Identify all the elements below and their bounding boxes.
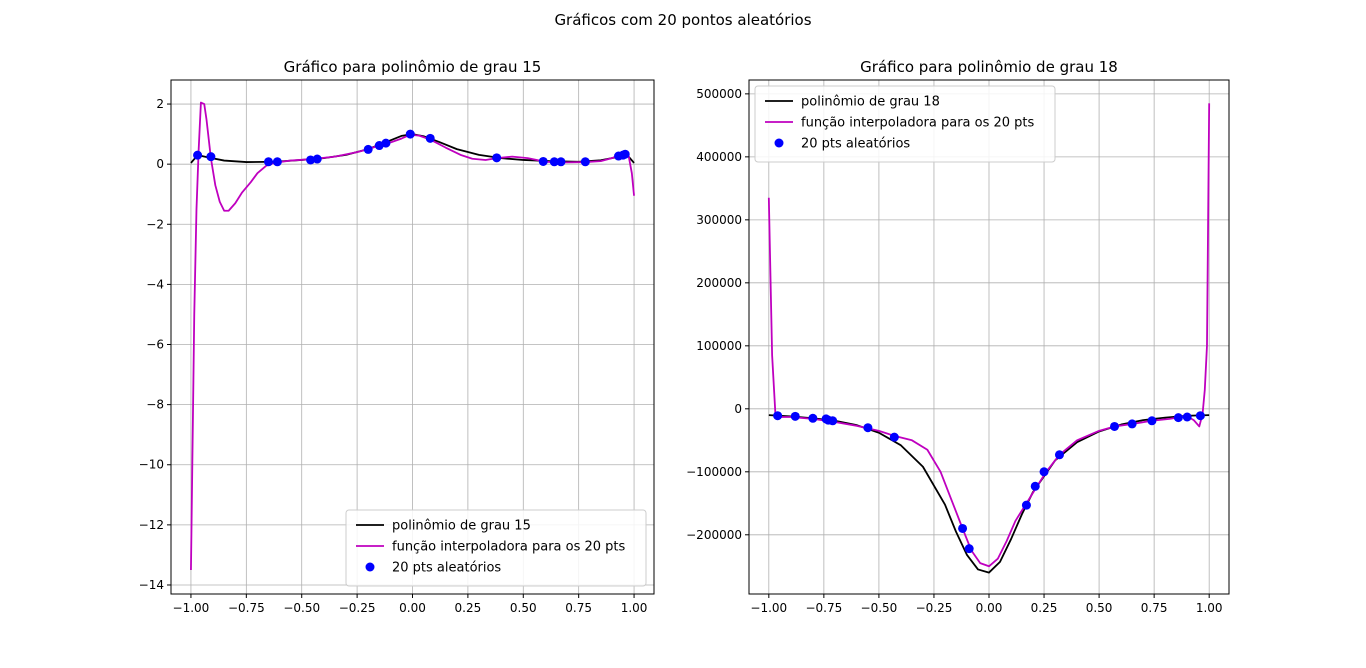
data-point: [808, 413, 818, 423]
data-point: [1110, 421, 1120, 431]
y-tick-label: −100000: [686, 465, 742, 479]
data-point: [425, 133, 435, 143]
y-tick-label: −200000: [686, 528, 742, 542]
data-point: [863, 423, 873, 433]
x-tick-label: 0.00: [976, 601, 1003, 615]
x-tick-label: −0.75: [228, 601, 265, 615]
y-tick-label: −8: [146, 398, 164, 412]
y-tick-label: −4: [146, 277, 164, 291]
data-point: [1195, 411, 1205, 421]
data-point: [1021, 500, 1031, 510]
y-tick-label: 400000: [696, 150, 742, 164]
y-tick-label: 500000: [696, 87, 742, 101]
legend: polinômio de grau 15 função interpoladora…: [345, 509, 647, 587]
legend-marker-swatch: [774, 138, 784, 148]
x-tick-label: 0.75: [565, 601, 592, 615]
y-tick-label: 100000: [696, 339, 742, 353]
legend: polinômio de grau 18 função interpoladora…: [754, 85, 1056, 163]
y-tick-label: −2: [146, 217, 164, 231]
chart-grau-18: −1.00 −0.75 −0.50 −0.25 0.00 0.25 0.50 0.75 1.00…: [686, 58, 1230, 615]
legend-label: 20 pts aleatórios: [801, 137, 910, 152]
y-tick-label: 2: [156, 97, 164, 111]
x-tick-label: 0.00: [399, 601, 426, 615]
data-point: [549, 157, 559, 167]
data-point: [405, 129, 415, 139]
data-point: [773, 411, 783, 421]
x-tick-label: −0.50: [283, 601, 320, 615]
x-tick-label: −1.00: [750, 601, 787, 615]
data-point: [1147, 416, 1157, 426]
data-point: [193, 150, 203, 160]
x-tick-label: 0.25: [1031, 601, 1058, 615]
x-tick-label: −0.25: [916, 601, 953, 615]
data-point: [206, 152, 216, 162]
data-point: [1054, 450, 1064, 460]
x-tick-label: 1.00: [1196, 601, 1223, 615]
data-point: [538, 156, 548, 166]
data-point: [1039, 467, 1049, 477]
data-point: [1127, 419, 1137, 429]
y-tick-label: 300000: [696, 213, 742, 227]
legend-label: polinômio de grau 18: [801, 95, 940, 110]
x-tick-label: −0.50: [861, 601, 898, 615]
x-tick-label: 1.00: [621, 601, 648, 615]
data-point: [580, 157, 590, 167]
y-tick-label: 200000: [696, 276, 742, 290]
x-tick-label: 0.50: [510, 601, 537, 615]
data-point: [1030, 481, 1040, 491]
legend-label: função interpoladora para os 20 pts: [801, 116, 1035, 131]
data-point: [964, 544, 974, 554]
x-tick-label: −1.00: [173, 601, 210, 615]
data-point: [492, 153, 502, 163]
y-tick-label: 0: [734, 402, 742, 416]
data-point: [1173, 413, 1183, 423]
plot-area: [767, 103, 1211, 574]
chart-title: Gráfico para polinômio de grau 15: [284, 58, 542, 76]
legend-label: função interpoladora para os 20 pts: [392, 540, 626, 555]
x-tick-label: 0.25: [455, 601, 482, 615]
legend-label: 20 pts aleatórios: [392, 561, 501, 576]
x-tick-label: 0.75: [1141, 601, 1168, 615]
data-point: [363, 144, 373, 154]
y-tick-label: −14: [139, 578, 164, 592]
legend-label: polinômio de grau 15: [392, 519, 531, 534]
y-tick-label: −12: [139, 518, 164, 532]
data-point: [306, 155, 316, 165]
x-tick-label: 0.50: [1086, 601, 1113, 615]
data-point: [620, 149, 630, 159]
y-tick-label: 0: [156, 157, 164, 171]
x-tick-label: −0.25: [339, 601, 376, 615]
legend-box: [345, 509, 647, 587]
figure-title: Gráficos com 20 pontos aleatórios: [554, 11, 811, 29]
chart-grau-15: −1.00 −0.75 −0.50 −0.25 0.00 0.25 0.50 0.75 1.00…: [139, 58, 655, 615]
x-tick-label: −0.75: [805, 601, 842, 615]
data-point: [556, 157, 566, 167]
data-point: [790, 411, 800, 421]
data-point: [828, 416, 838, 426]
y-tick-label: −10: [139, 458, 164, 472]
data-point: [272, 157, 282, 167]
data-point: [958, 523, 968, 533]
y-tick-label: −6: [146, 338, 164, 352]
chart-title: Gráfico para polinômio de grau 18: [860, 58, 1118, 76]
data-point: [1182, 412, 1192, 422]
plot-area: [190, 101, 635, 570]
legend-marker-swatch: [365, 562, 375, 572]
data-point: [312, 154, 322, 164]
legend-box: [754, 85, 1056, 163]
data-point: [381, 138, 391, 148]
data-point: [263, 157, 273, 167]
data-point: [889, 432, 899, 442]
